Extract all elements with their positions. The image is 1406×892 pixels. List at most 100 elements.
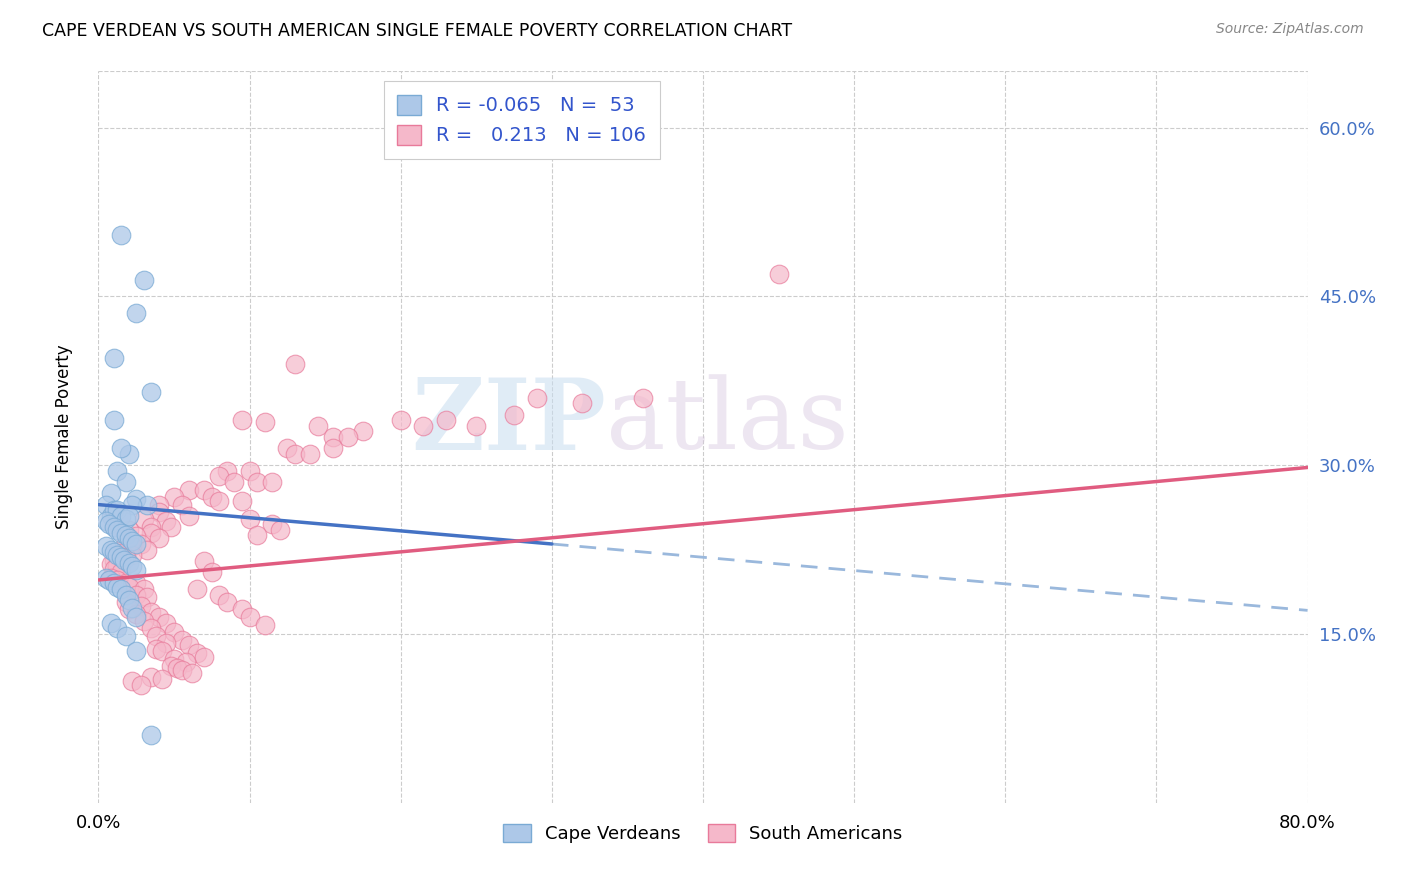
Point bbox=[163, 624, 186, 639]
Point bbox=[103, 576, 125, 591]
Point bbox=[208, 588, 231, 602]
Point bbox=[322, 430, 344, 444]
Point bbox=[118, 602, 141, 616]
Point bbox=[181, 666, 204, 681]
Point bbox=[110, 582, 132, 596]
Point bbox=[193, 483, 215, 497]
Point bbox=[352, 425, 374, 439]
Point bbox=[186, 582, 208, 596]
Point bbox=[239, 464, 262, 478]
Point bbox=[114, 534, 136, 549]
Point bbox=[114, 512, 136, 526]
Point bbox=[103, 545, 125, 559]
Point bbox=[103, 562, 125, 576]
Point bbox=[132, 582, 155, 596]
Point bbox=[135, 590, 157, 604]
Point bbox=[94, 498, 117, 512]
Point bbox=[768, 267, 790, 281]
Point bbox=[284, 447, 307, 461]
Point bbox=[253, 618, 276, 632]
Point bbox=[412, 418, 434, 433]
Point bbox=[631, 391, 654, 405]
Point bbox=[125, 529, 148, 543]
Point bbox=[150, 644, 173, 658]
Point bbox=[114, 629, 136, 643]
Point bbox=[239, 610, 262, 624]
Point bbox=[110, 554, 132, 568]
Point bbox=[121, 498, 143, 512]
Point bbox=[110, 546, 132, 560]
Point bbox=[125, 576, 148, 591]
Point bbox=[141, 385, 163, 400]
Point bbox=[103, 520, 125, 534]
Point bbox=[118, 580, 141, 594]
Point bbox=[231, 413, 253, 427]
Point bbox=[132, 614, 155, 628]
Point bbox=[121, 674, 143, 689]
Point bbox=[246, 528, 269, 542]
Point bbox=[299, 447, 322, 461]
Point bbox=[129, 678, 152, 692]
Point bbox=[141, 621, 163, 635]
Point bbox=[262, 475, 284, 489]
Point bbox=[118, 593, 141, 607]
Point bbox=[231, 494, 253, 508]
Point bbox=[179, 483, 201, 497]
Point bbox=[105, 548, 128, 562]
Point bbox=[114, 550, 136, 565]
Point bbox=[105, 573, 128, 587]
Point bbox=[110, 525, 132, 540]
Point bbox=[170, 632, 193, 647]
Text: CAPE VERDEAN VS SOUTH AMERICAN SINGLE FEMALE POVERTY CORRELATION CHART: CAPE VERDEAN VS SOUTH AMERICAN SINGLE FE… bbox=[42, 22, 793, 40]
Point bbox=[110, 508, 132, 523]
Point bbox=[170, 498, 193, 512]
Point bbox=[118, 524, 141, 538]
Point bbox=[141, 520, 163, 534]
Point bbox=[105, 524, 128, 538]
Point bbox=[224, 475, 246, 489]
Y-axis label: Single Female Poverty: Single Female Poverty bbox=[55, 345, 73, 529]
Point bbox=[160, 520, 183, 534]
Point bbox=[571, 396, 593, 410]
Point bbox=[215, 595, 238, 609]
Point bbox=[125, 644, 148, 658]
Point bbox=[239, 512, 262, 526]
Point bbox=[114, 475, 136, 489]
Point bbox=[526, 391, 548, 405]
Point bbox=[166, 661, 188, 675]
Point bbox=[110, 227, 132, 242]
Point bbox=[121, 601, 143, 615]
Point bbox=[114, 528, 136, 542]
Point bbox=[125, 537, 148, 551]
Point bbox=[201, 565, 224, 579]
Point bbox=[148, 498, 170, 512]
Point bbox=[118, 508, 141, 523]
Point bbox=[129, 599, 152, 613]
Point bbox=[179, 638, 201, 652]
Point bbox=[465, 418, 488, 433]
Point bbox=[141, 728, 163, 742]
Point bbox=[163, 652, 186, 666]
Point bbox=[125, 607, 148, 621]
Point bbox=[336, 430, 359, 444]
Point bbox=[141, 525, 163, 540]
Point bbox=[163, 490, 186, 504]
Point bbox=[145, 629, 167, 643]
Point bbox=[110, 442, 132, 456]
Point bbox=[284, 357, 307, 371]
Point bbox=[208, 494, 231, 508]
Point bbox=[141, 670, 163, 684]
Point bbox=[103, 503, 125, 517]
Point bbox=[98, 573, 121, 587]
Point bbox=[262, 516, 284, 531]
Point bbox=[503, 408, 526, 422]
Point bbox=[231, 602, 253, 616]
Point bbox=[105, 464, 128, 478]
Point bbox=[155, 636, 177, 650]
Point bbox=[125, 563, 148, 577]
Point bbox=[114, 588, 136, 602]
Point bbox=[100, 542, 122, 557]
Text: ZIP: ZIP bbox=[412, 374, 606, 471]
Point bbox=[110, 550, 132, 565]
Point bbox=[148, 506, 170, 520]
